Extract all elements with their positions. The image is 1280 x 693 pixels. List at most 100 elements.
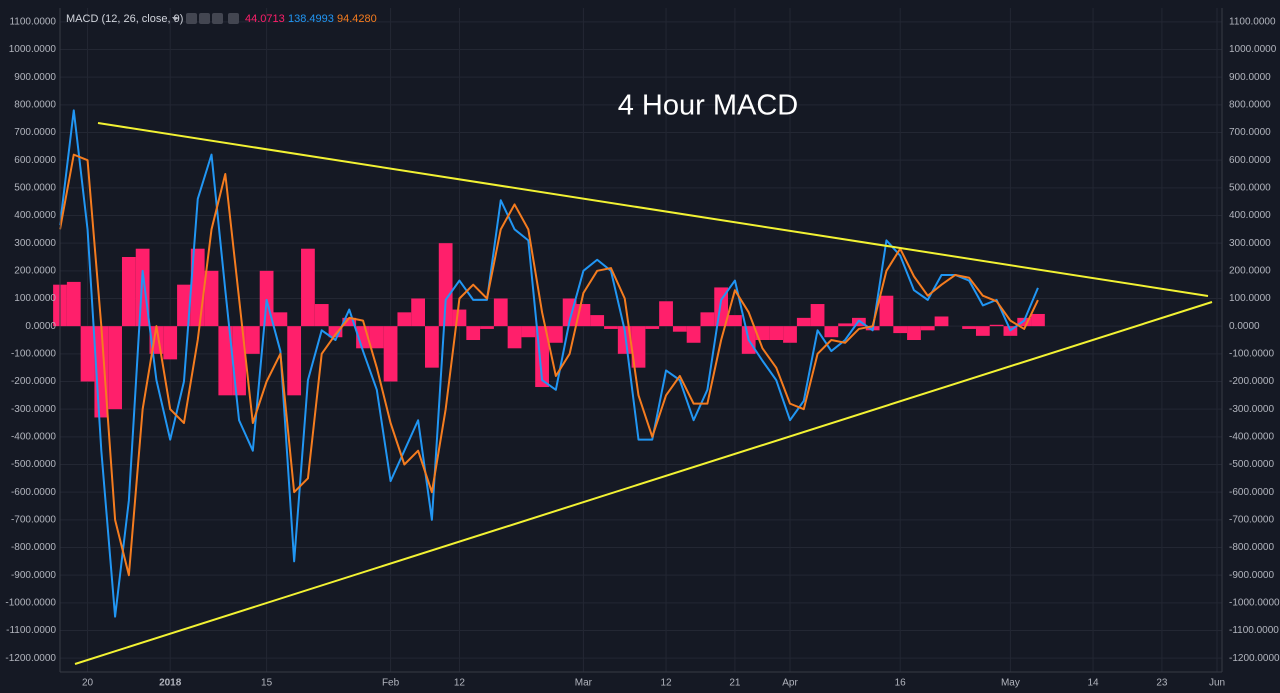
histogram-bar <box>287 326 302 396</box>
histogram-bar <box>328 326 343 338</box>
histogram-bar <box>301 248 315 327</box>
y-tick-label: 600.0000 <box>14 155 56 166</box>
y2-tick-label: -700.0000 <box>1229 514 1274 525</box>
histogram-bar <box>411 298 426 327</box>
visibility-icon[interactable] <box>186 13 197 24</box>
x-tick-label: 16 <box>895 678 907 689</box>
x-tick-label: 12 <box>454 678 466 689</box>
histogram-bar <box>672 326 687 332</box>
y2-tick-label: -600.0000 <box>1229 487 1274 498</box>
plot <box>53 109 1045 618</box>
y2-tick-label: -200.0000 <box>1229 376 1274 387</box>
dropdown-icon[interactable] <box>172 17 178 21</box>
indicator-label: MACD (12, 26, close, 9) <box>66 13 183 25</box>
histogram-bar <box>452 309 467 327</box>
y-tick-label: 1000.0000 <box>9 44 57 55</box>
y-tick-label: -700.0000 <box>11 514 56 525</box>
y2-tick-label: 700.0000 <box>1229 127 1271 138</box>
histogram-bar <box>934 316 949 327</box>
x-tick-label: 21 <box>729 678 741 689</box>
histogram-bar <box>493 298 508 327</box>
histogram-bar <box>631 326 646 368</box>
y-tick-label: 900.0000 <box>14 72 56 83</box>
histogram-bar <box>521 326 536 338</box>
histogram-bar <box>962 326 976 329</box>
y2-tick-label: 600.0000 <box>1229 155 1271 166</box>
histogram-bar <box>383 326 398 382</box>
histogram-bar <box>907 326 921 340</box>
y-tick-label: -900.0000 <box>11 570 56 581</box>
histogram-bar <box>80 326 95 382</box>
histogram-bar <box>218 326 233 396</box>
histogram-bar <box>1017 317 1032 327</box>
x-tick-label: Apr <box>782 678 798 689</box>
trend-line-lower <box>74 301 1213 665</box>
x-tick-label: 14 <box>1087 678 1099 689</box>
x-tick-label: 2018 <box>159 678 182 689</box>
histogram-bar <box>879 295 894 327</box>
y-tick-label: -500.0000 <box>11 459 56 470</box>
histogram-bar <box>369 326 384 349</box>
histogram-bar <box>810 304 825 327</box>
y2-tick-label: 1000.0000 <box>1229 44 1277 55</box>
histogram-bar <box>108 326 122 410</box>
y-tick-label: 500.0000 <box>14 182 56 193</box>
y2-tick-label: 0.0000 <box>1229 321 1260 332</box>
settings-icon[interactable] <box>199 13 210 24</box>
histogram-bar <box>66 281 81 327</box>
y-tick-label: -600.0000 <box>11 487 56 498</box>
x-tick-label: 20 <box>82 678 94 689</box>
y2-tick-label: 500.0000 <box>1229 182 1271 193</box>
y-tick-label: 200.0000 <box>14 265 56 276</box>
y-tick-label: -300.0000 <box>11 404 56 415</box>
histogram-bar <box>438 243 453 327</box>
y2-tick-label: -800.0000 <box>1229 542 1274 553</box>
legend-value: 44.0713 <box>245 13 285 25</box>
histogram-bar <box>177 284 191 327</box>
histogram-bar <box>1031 313 1045 327</box>
histogram-bar <box>342 317 357 327</box>
trend-line-upper <box>97 122 1209 297</box>
histogram-bar <box>397 312 412 327</box>
x-tick-label: May <box>1001 678 1020 689</box>
y2-tick-label: -300.0000 <box>1229 404 1274 415</box>
y2-tick-label: -400.0000 <box>1229 431 1274 442</box>
legend-value: 94.4280 <box>337 13 377 25</box>
histogram-bar <box>645 326 660 329</box>
y2-tick-label: -1000.0000 <box>1229 597 1280 608</box>
y2-tick-label: 200.0000 <box>1229 265 1271 276</box>
x-tick-label: Mar <box>575 678 593 689</box>
histogram-bar <box>838 323 852 327</box>
y-tick-label: -1100.0000 <box>6 625 56 636</box>
remove-icon[interactable] <box>228 13 239 24</box>
histogram-bar <box>466 326 481 340</box>
legend-value: 138.4993 <box>288 13 334 25</box>
histogram-bar <box>659 301 673 327</box>
histogram-bar <box>989 324 1004 327</box>
histogram-bar <box>769 326 784 340</box>
histogram-bar <box>893 326 908 334</box>
y-tick-label: -1200.0000 <box>5 653 56 664</box>
y2-tick-label: -900.0000 <box>1229 570 1274 581</box>
y2-tick-label: -1200.0000 <box>1229 653 1280 664</box>
y-tick-label: -200.0000 <box>11 376 56 387</box>
histogram-bar <box>796 317 811 327</box>
y2-tick-label: 400.0000 <box>1229 210 1271 221</box>
y-tick-label: 100.0000 <box>14 293 56 304</box>
y-tick-label: 0.0000 <box>25 321 56 332</box>
histogram-bar <box>604 326 618 329</box>
histogram-bar <box>728 315 742 327</box>
y-tick-label: -400.0000 <box>11 431 56 442</box>
y2-tick-label: 900.0000 <box>1229 72 1271 83</box>
y2-tick-label: 1100.0000 <box>1229 16 1276 27</box>
histogram-bar <box>700 312 715 327</box>
histogram-bar <box>617 326 632 354</box>
y-tick-label: -800.0000 <box>11 542 56 553</box>
y2-tick-label: 300.0000 <box>1229 238 1271 249</box>
y-tick-label: -1000.0000 <box>5 597 56 608</box>
source-icon[interactable] <box>212 13 223 24</box>
histogram-bar <box>425 326 439 368</box>
histogram-bar <box>480 326 494 329</box>
x-tick-label: 12 <box>660 678 672 689</box>
